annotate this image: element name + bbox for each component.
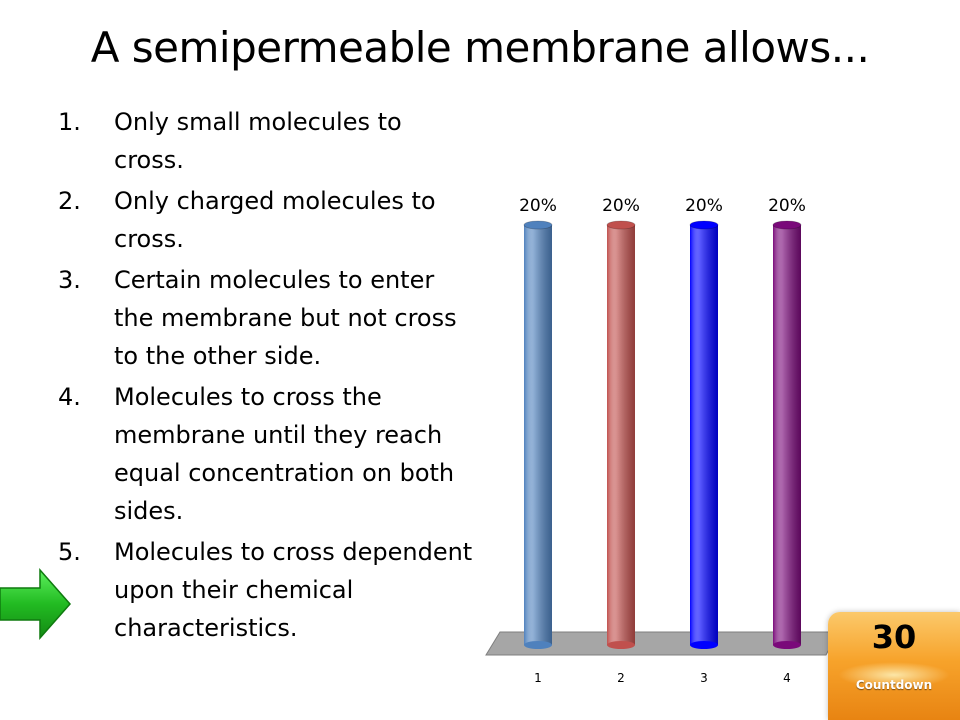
bar-1 [523,220,553,649]
answer-option-3[interactable]: 3. Certain molecules to enter the membra… [58,261,478,375]
bar-data-label: 20% [602,196,640,216]
answer-number: 1. [58,108,81,136]
slide-title: A semipermeable membrane allows... [90,23,870,72]
x-tick-label: 4 [783,671,791,685]
bar-top-cap [523,220,553,230]
bar-top-cap [606,220,636,230]
answer-text: Molecules to cross dependent upon their … [114,538,473,642]
answer-text: Only small molecules to cross. [114,108,402,174]
answer-number: 5. [58,538,81,566]
countdown-glow [838,662,950,688]
bar-bottom-cap [773,641,801,649]
bar-3 [689,220,719,649]
countdown-value: 30 [871,618,917,656]
countdown-label: Countdown [855,678,933,692]
bar-top-cap [772,220,802,230]
x-tick-label: 3 [700,671,708,685]
answer-number: 4. [58,383,81,411]
bar-2 [606,220,636,649]
green-arrow-right-icon [0,568,72,640]
chart-floor [485,631,839,656]
bar-data-label: 20% [685,196,723,216]
bar-data-label: 20% [519,196,557,216]
bar-4 [772,220,802,649]
answer-text: Certain molecules to enter the membrane … [114,266,457,370]
bar-bottom-cap [690,641,718,649]
answer-number: 2. [58,187,81,215]
answer-option-5[interactable]: 5. Molecules to cross dependent upon the… [58,533,478,647]
bar-shading [524,225,552,645]
bar-shading [607,225,635,645]
bar-bottom-cap [607,641,635,649]
x-tick-label: 2 [617,671,625,685]
bar-data-label: 20% [768,196,806,216]
answer-option-1[interactable]: 1. Only small molecules to cross. [58,103,478,179]
answer-list: 1. Only small molecules to cross. 2. Onl… [58,103,478,650]
bar-shading [690,225,718,645]
answer-text: Only charged molecules to cross. [114,187,436,253]
answer-option-4[interactable]: 4. Molecules to cross the membrane until… [58,378,478,530]
answer-number: 3. [58,266,81,294]
x-tick-label: 1 [534,671,542,685]
bar-bottom-cap [524,641,552,649]
response-bar-chart: 20%120%220%320%420%5 [485,196,839,685]
bar-shading [773,225,801,645]
answer-option-2[interactable]: 2. Only charged molecules to cross. [58,182,478,258]
countdown-timer: 30 Countdown [828,612,960,720]
bar-top-cap [689,220,719,230]
answer-text: Molecules to cross the membrane until th… [114,383,455,525]
